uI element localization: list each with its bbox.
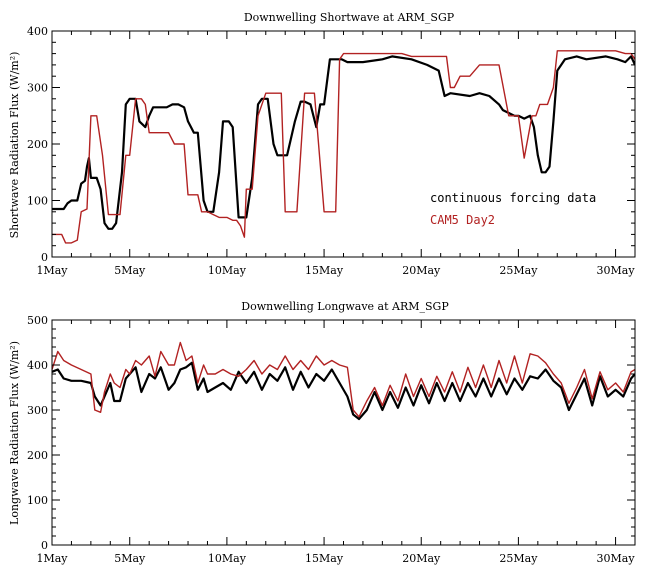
x-tick-label: 25May [499,552,538,565]
plot-frame [51,30,636,258]
y-tick-label: 300 [27,82,48,95]
plot-frame [51,319,636,546]
x-tick-label: 10May [208,264,247,277]
x-tick-label: 20May [402,264,441,277]
legend: continuous forcing data CAM5 Day2 [430,191,596,227]
y-axis-label: Longwave Radiation Flux (W/m²) [8,341,21,525]
x-tick-label: 15May [305,264,344,277]
y-tick-label: 500 [27,314,48,327]
y-tick-label: 200 [27,449,48,462]
y-tick-label: 300 [27,404,48,417]
y-axis-label: Shortwave Radiation Flux (W/m²) [8,52,21,239]
x-tick-label: 10May [208,552,247,565]
x-tick-label: 1May [36,552,68,565]
legend-entry-continuous-forcing: continuous forcing data [430,191,596,205]
x-tick-label: 25May [499,264,538,277]
y-tick-label: 200 [27,138,48,151]
y-tick-label: 400 [27,25,48,38]
chart-title: Downwelling Longwave at ARM_SGP [241,300,449,313]
series-line-continuous-forcing [52,55,635,230]
chart-title: Downwelling Shortwave at ARM_SGP [244,11,455,24]
series-line-cam5-day2 [52,50,635,244]
y-tick-label: 400 [27,359,48,372]
y-tick-label: 0 [41,539,48,552]
x-tick-label: 5May [114,264,146,277]
x-tick-label: 5May [114,552,146,565]
x-tick-label: 30May [597,552,636,565]
shortwave-panel: Downwelling Shortwave at ARM_SGP Shortwa… [8,11,636,277]
series-line-cam5-day2 [52,341,635,418]
x-tick-label: 1May [36,264,68,277]
y-tick-label: 100 [27,494,48,507]
longwave-panel: Downwelling Longwave at ARM_SGP Longwave… [8,300,636,565]
series-line-continuous-forcing [52,361,635,421]
legend-entry-cam5-day2: CAM5 Day2 [430,213,495,227]
y-tick-label: 0 [41,251,48,264]
x-tick-label: 30May [597,264,636,277]
y-tick-label: 100 [27,195,48,208]
x-tick-label: 15May [305,552,344,565]
x-tick-label: 20May [402,552,441,565]
